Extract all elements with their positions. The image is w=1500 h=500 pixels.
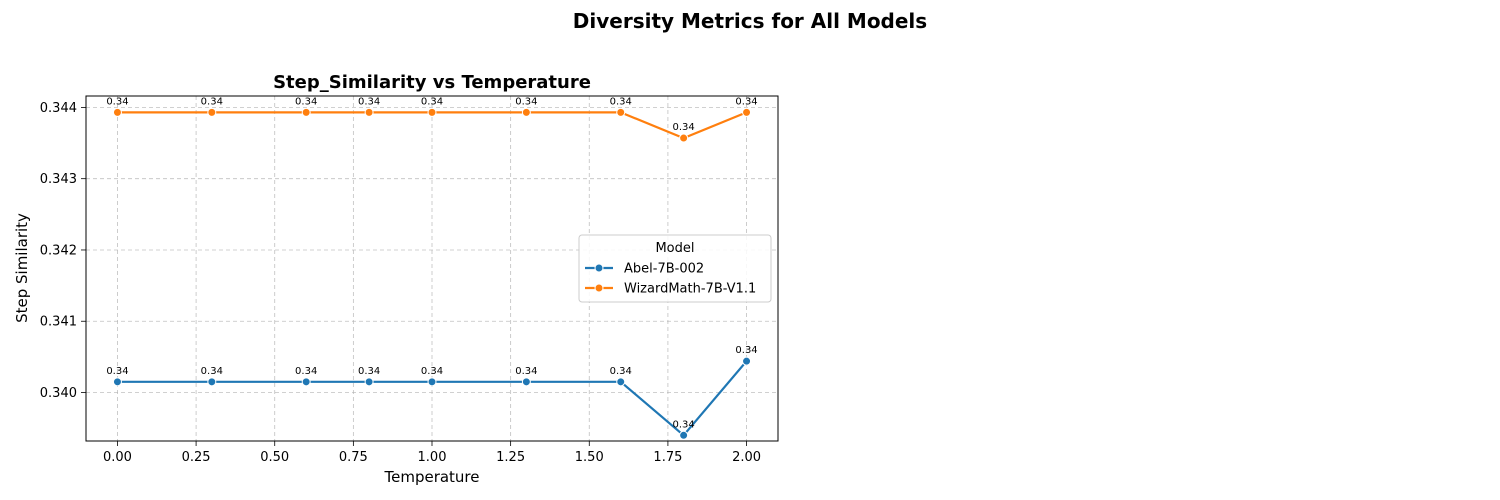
data-point — [364, 377, 374, 387]
x-tick-label: 0.50 — [260, 450, 289, 465]
data-point — [616, 107, 626, 117]
y-axis-ticks: 0.340 0.341 0.342 0.343 0.344 — [40, 101, 86, 401]
data-label: 0.34 — [515, 366, 537, 377]
data-point — [679, 133, 689, 143]
data-point — [364, 107, 374, 117]
data-label: 0.34 — [735, 345, 757, 356]
legend-marker — [594, 263, 604, 273]
data-label: 0.34 — [421, 366, 443, 377]
data-point — [112, 107, 122, 117]
series-abel-7b-002: 0.34 0.34 0.34 0.34 0.34 0.34 0.34 0.34 0.34 — [106, 345, 758, 440]
legend-marker — [594, 283, 604, 293]
data-label: 0.34 — [673, 419, 695, 430]
data-point — [207, 107, 217, 117]
series-wizardmath-7b-v1-1: 0.34 0.34 0.34 0.34 0.34 0.34 0.34 0.34 0.34 — [106, 96, 758, 143]
data-point — [521, 107, 531, 117]
y-tick-label: 0.344 — [40, 101, 77, 116]
data-point — [427, 377, 437, 387]
data-label: 0.34 — [295, 366, 317, 377]
data-point — [742, 356, 752, 366]
data-label: 0.34 — [358, 96, 380, 107]
x-tick-label: 1.25 — [496, 450, 525, 465]
x-axis-ticks: 0.00 0.25 0.50 0.75 1.00 1.25 1.50 1.75 2.00 — [103, 441, 761, 465]
data-label: 0.34 — [673, 122, 695, 133]
data-label: 0.34 — [106, 96, 128, 107]
data-label: 0.34 — [421, 96, 443, 107]
figure-suptitle: Diversity Metrics for All Models — [573, 9, 927, 33]
x-tick-label: 0.00 — [103, 450, 132, 465]
data-label: 0.34 — [201, 96, 223, 107]
data-point — [301, 377, 311, 387]
x-tick-label: 1.75 — [653, 450, 682, 465]
series-lines: 0.34 0.34 0.34 0.34 0.34 0.34 0.340.340.340.34… — [106, 96, 758, 440]
y-tick-label: 0.340 — [40, 386, 77, 401]
x-tick-label: 1.00 — [418, 450, 447, 465]
x-tick-label: 0.25 — [182, 450, 211, 465]
y-tick-label: 0.342 — [40, 243, 77, 258]
data-label: 0.34 — [515, 96, 537, 107]
legend-entry-label: Abel-7B-002 — [624, 262, 704, 277]
data-label: 0.34 — [610, 96, 632, 107]
x-tick-label: 0.75 — [339, 450, 368, 465]
y-tick-label: 0.343 — [40, 172, 77, 187]
data-point — [427, 107, 437, 117]
data-point — [207, 377, 217, 387]
data-label: 0.34 — [295, 96, 317, 107]
data-label: 0.34 — [735, 96, 757, 107]
x-tick-label: 2.00 — [732, 450, 761, 465]
legend-title: Model — [655, 241, 694, 256]
y-tick-label: 0.341 — [40, 315, 77, 330]
data-point — [616, 377, 626, 387]
y-axis-label: Step Similarity — [13, 213, 31, 323]
data-point — [679, 430, 689, 440]
data-label: 0.34 — [106, 366, 128, 377]
legend-entry-label: WizardMath-7B-V1.1 — [624, 282, 756, 297]
data-label: 0.34 — [358, 366, 380, 377]
legend: Model Abel-7B-002 WizardMath-7B-V1.1 — [578, 234, 772, 303]
data-point — [742, 107, 752, 117]
data-point — [521, 377, 531, 387]
data-label: 0.34 — [201, 366, 223, 377]
grid-lines — [86, 96, 778, 441]
data-point — [112, 377, 122, 387]
x-tick-label: 1.50 — [575, 450, 604, 465]
data-point — [301, 107, 311, 117]
chart-title: Step_Similarity vs Temperature — [273, 72, 591, 93]
x-axis-label: Temperature — [383, 468, 479, 486]
legend-box — [578, 234, 772, 303]
data-label: 0.34 — [610, 366, 632, 377]
